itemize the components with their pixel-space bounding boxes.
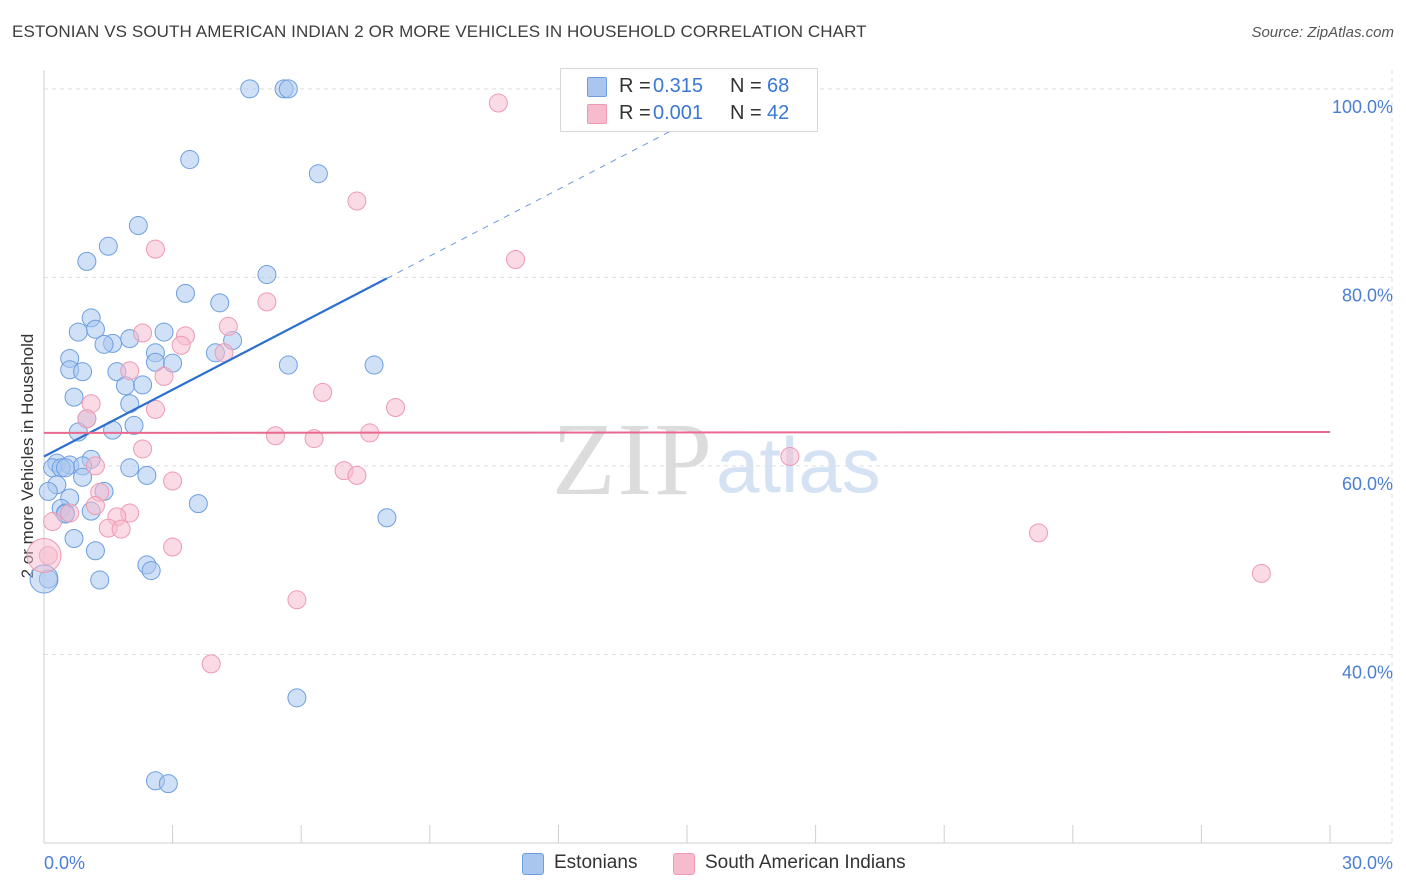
estonian-point xyxy=(278,355,298,375)
trend-lines xyxy=(43,111,1331,458)
estonian-trend-extension xyxy=(386,111,709,279)
estonian-point xyxy=(68,322,88,342)
estonian-point xyxy=(98,236,118,256)
south-american-indian-point xyxy=(145,399,165,419)
estonian-point xyxy=(55,458,75,478)
south-american-indian-point xyxy=(77,409,97,429)
estonian-point xyxy=(128,216,148,236)
estonian-point xyxy=(180,150,200,170)
estonian-point xyxy=(278,79,298,99)
south-american-indian-point xyxy=(347,191,367,211)
south-american-indian-point xyxy=(386,397,406,417)
series-label-south-american-indians: South American Indians xyxy=(705,852,906,873)
south-american-indian-point xyxy=(85,456,105,476)
legend-r-label: R = xyxy=(619,102,651,124)
estonian-point xyxy=(210,293,230,313)
source-label: Source: ZipAtlas.com xyxy=(1251,24,1394,41)
legend-n-label: N = xyxy=(730,75,762,97)
estonian-trend-line xyxy=(43,277,388,458)
estonian-point xyxy=(73,362,93,382)
y-tick-label: 40.0% xyxy=(1342,662,1393,682)
tick-labels: 40.0% 60.0% 80.0% 100.0% 0.0% 30.0% xyxy=(44,97,1393,873)
estonian-point xyxy=(158,774,178,794)
estonian-point xyxy=(287,688,307,708)
south-american-indian-trend-line xyxy=(43,430,1331,434)
series-swatch-south-american-indians xyxy=(673,853,695,875)
legend-swatch-estonians xyxy=(587,77,607,97)
south-american-indian-point xyxy=(313,382,333,402)
legend-n-value: 68 xyxy=(767,75,790,97)
legend-r-value: 0.315 xyxy=(653,75,704,97)
south-american-indian-point xyxy=(265,426,285,446)
south-american-indian-point xyxy=(163,537,183,557)
estonian-point xyxy=(64,529,84,549)
legend-r-label: R = xyxy=(619,75,651,97)
south-american-indian-point xyxy=(85,496,105,516)
y-tick-label: 100.0% xyxy=(1332,97,1393,117)
estonian-point xyxy=(124,415,144,435)
estonian-point xyxy=(175,283,195,303)
estonian-point xyxy=(154,322,174,342)
grid-lines xyxy=(44,70,1393,843)
legend-n-label: N = xyxy=(730,102,762,124)
south-american-indian-point xyxy=(60,503,80,523)
watermark-zip: ZIP xyxy=(552,402,714,517)
estonian-point xyxy=(90,570,110,590)
legend-r-value: 0.001 xyxy=(653,102,704,124)
south-american-indian-point xyxy=(488,93,508,113)
south-american-indian-point xyxy=(1029,523,1049,543)
south-american-indian-point xyxy=(1251,563,1271,583)
south-american-indian-point xyxy=(171,335,191,355)
estonian-point xyxy=(85,541,105,561)
axes xyxy=(43,70,1392,844)
x-tick-label: 0.0% xyxy=(44,853,85,873)
south-american-indian-point xyxy=(780,447,800,466)
south-american-indian-point xyxy=(154,366,174,386)
watermark-atlas: atlas xyxy=(716,421,881,509)
estonian-point xyxy=(120,394,140,414)
series-label-estonians: Estonians xyxy=(554,852,638,873)
south-american-indian-point xyxy=(163,471,183,491)
south-american-indian-point xyxy=(218,316,238,336)
estonian-point xyxy=(38,481,58,501)
estonian-point xyxy=(77,251,97,271)
estonian-point xyxy=(188,494,208,514)
south-american-indian-point xyxy=(304,429,324,449)
estonian-point xyxy=(364,355,384,375)
series-swatch-estonians xyxy=(522,853,544,875)
south-american-indian-point xyxy=(43,512,63,532)
estonian-point xyxy=(308,164,328,184)
south-american-indian-point xyxy=(26,537,62,573)
estonian-point xyxy=(64,387,84,407)
south-american-indian-point xyxy=(506,249,526,269)
data-points xyxy=(26,79,1271,794)
estonian-point xyxy=(257,265,277,285)
estonian-point xyxy=(94,334,114,354)
south-american-indian-point xyxy=(145,239,165,259)
estonian-point xyxy=(240,79,260,99)
estonian-point xyxy=(120,458,140,478)
south-american-indian-point xyxy=(133,439,153,459)
estonian-point xyxy=(133,375,153,395)
legend-n-value: 42 xyxy=(767,102,790,124)
estonian-point xyxy=(163,353,183,373)
stats-legend: R = 0.315 N = 68 R = 0.001 N = 42 xyxy=(560,68,818,132)
south-american-indian-point xyxy=(133,323,153,343)
south-american-indian-point xyxy=(287,590,307,610)
estonian-point xyxy=(73,467,93,487)
y-tick-label: 60.0% xyxy=(1342,474,1393,494)
chart-title: ESTONIAN VS SOUTH AMERICAN INDIAN 2 OR M… xyxy=(12,22,867,41)
y-tick-label: 80.0% xyxy=(1342,285,1393,305)
south-american-indian-point xyxy=(201,654,221,674)
south-american-indian-point xyxy=(347,465,367,485)
legend-swatch-south-american-indians xyxy=(587,104,607,124)
south-american-indian-point xyxy=(111,519,131,539)
south-american-indian-point xyxy=(120,361,140,381)
estonian-point xyxy=(377,508,397,528)
estonian-point xyxy=(137,465,157,485)
estonian-point xyxy=(141,561,161,581)
south-american-indian-point xyxy=(257,292,277,312)
x-tick-label: 30.0% xyxy=(1342,853,1393,873)
